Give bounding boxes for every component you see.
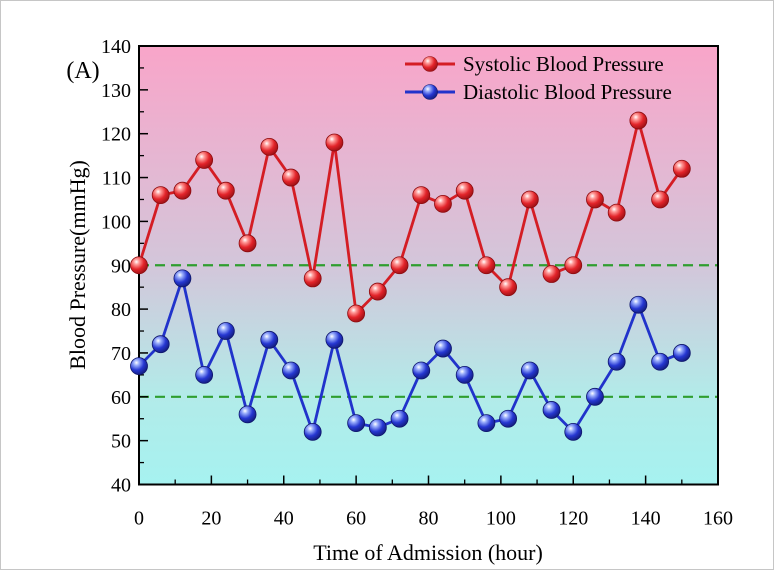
systolic-point-138: [629, 111, 648, 130]
y-axis-tick-label: 120: [101, 124, 131, 146]
legend-label-diastolic: Diastolic Blood Pressure: [463, 80, 672, 104]
diastolic-point-114: [542, 401, 561, 419]
diastolic-point-36: [260, 330, 279, 349]
systolic-point-72: [390, 256, 409, 275]
y-axis-tick-label: 80: [111, 299, 131, 321]
x-axis-tick-label: 40: [274, 508, 294, 530]
diastolic-point-108: [520, 361, 539, 380]
diastolic-point-24: [216, 322, 235, 340]
x-axis-tick-label: 60: [346, 508, 366, 530]
systolic-point-18: [195, 151, 214, 169]
y-axis-tick-label: 60: [111, 387, 131, 409]
diastolic-point-84: [434, 339, 452, 358]
diastolic-point-150: [672, 344, 691, 362]
systolic-point-132: [607, 203, 626, 222]
systolic-point-0: [130, 256, 148, 275]
systolic-point-90: [455, 181, 474, 200]
systolic-point-150: [672, 159, 691, 178]
diastolic-point-72: [390, 409, 409, 428]
systolic-point-54: [325, 133, 344, 152]
diastolic-point-138: [629, 295, 648, 314]
systolic-point-60: [347, 304, 366, 323]
systolic-point-84: [434, 194, 452, 213]
x-axis-tick-label: 120: [558, 508, 588, 530]
diastolic-point-12: [173, 269, 192, 288]
diastolic-point-6: [151, 335, 170, 354]
legend: Systolic Blood Pressure Diastolic Blood …: [405, 52, 672, 104]
y-axis-tick-label: 70: [111, 343, 131, 365]
diastolic-point-48: [303, 422, 322, 441]
systolic-point-36: [260, 137, 279, 156]
y-axis-tick-label: 110: [102, 168, 131, 190]
systolic-point-102: [499, 278, 518, 297]
diastolic-point-18: [195, 365, 214, 384]
legend-marker-diastolic: [422, 84, 438, 100]
diastolic-point-60: [347, 414, 366, 433]
legend-label-systolic: Systolic Blood Pressure: [463, 52, 664, 76]
x-axis-tick-label: 80: [419, 508, 439, 530]
systolic-point-144: [651, 190, 669, 209]
diastolic-point-30: [238, 405, 257, 424]
diastolic-point-120: [564, 422, 583, 441]
systolic-point-12: [173, 181, 192, 200]
y-axis-tick-label: 90: [111, 255, 131, 277]
x-axis-tick-label: 0: [134, 508, 144, 530]
legend-item-diastolic: Diastolic Blood Pressure: [405, 80, 672, 104]
systolic-point-24: [216, 181, 235, 200]
legend-marker-systolic: [422, 56, 438, 72]
chart-generated-layer: 0 20 40 60 80 100 120 140 160 40 50 60 70 80 90 100 110 1…: [101, 36, 733, 530]
x-axis-title: Time of Admission (hour): [313, 540, 543, 565]
x-axis-tick-label: 20: [201, 508, 221, 530]
diastolic-point-144: [651, 352, 669, 371]
x-axis-tick-label: 160: [703, 508, 733, 530]
diastolic-point-66: [368, 418, 387, 437]
y-axis-tick-label: 50: [111, 431, 131, 453]
diastolic-point-102: [499, 409, 518, 428]
x-axis-tick-label: 100: [486, 508, 516, 530]
systolic-point-120: [564, 256, 583, 275]
systolic-point-126: [586, 190, 604, 209]
systolic-point-6: [151, 186, 170, 204]
systolic-point-96: [477, 256, 496, 275]
panel-label: (A): [66, 58, 99, 84]
systolic-point-48: [303, 269, 322, 288]
y-axis-tick-label: 100: [101, 211, 131, 233]
diastolic-point-126: [586, 387, 604, 406]
y-axis-tick-label: 130: [101, 80, 131, 102]
systolic-point-30: [238, 234, 257, 253]
diastolic-point-78: [412, 361, 431, 380]
systolic-point-114: [542, 265, 561, 283]
diastolic-point-132: [607, 352, 626, 371]
diastolic-point-42: [282, 361, 300, 380]
y-axis-title: Blood Pressure(mmHg): [65, 160, 90, 370]
systolic-line: [137, 119, 683, 315]
diastolic-point-96: [477, 414, 496, 433]
systolic-point-42: [282, 168, 300, 187]
y-axis-tick-label: 140: [101, 36, 131, 58]
legend-item-systolic: Systolic Blood Pressure: [405, 52, 664, 76]
diastolic-point-54: [325, 330, 344, 349]
systolic-point-108: [520, 190, 539, 209]
systolic-point-78: [412, 186, 431, 204]
x-axis-tick-label: 140: [631, 508, 661, 530]
diastolic-point-90: [455, 365, 474, 384]
diastolic-point-0: [130, 357, 148, 376]
y-axis-tick-label: 40: [111, 475, 131, 497]
systolic-point-66: [368, 282, 387, 301]
